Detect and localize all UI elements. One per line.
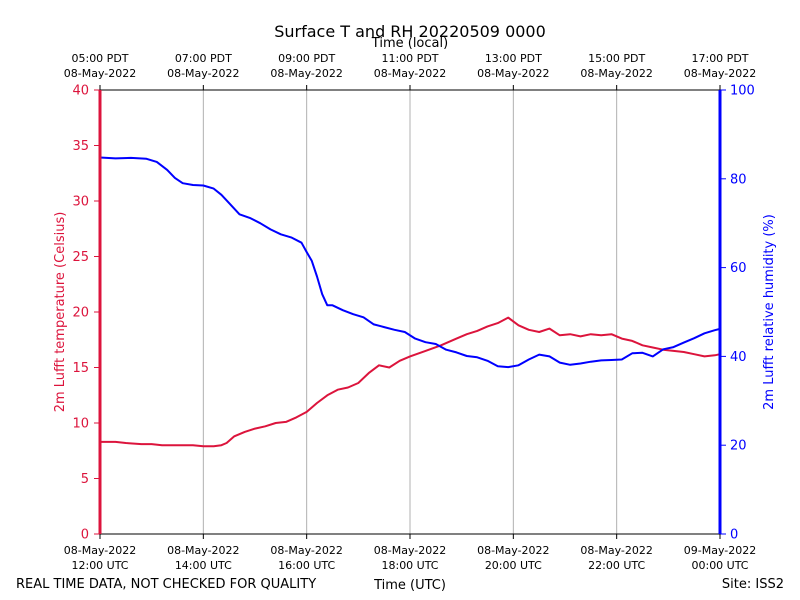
bottom-tick-date: 08-May-2022 bbox=[270, 544, 342, 557]
right-axis-label: 2m Lufft relative humidity (%) bbox=[762, 214, 777, 410]
top-axis-ticks: 05:00 PDT 08-May-2022 07:00 PDT 08-May-2022… bbox=[64, 52, 756, 90]
top-tick-date: 08-May-2022 bbox=[580, 67, 652, 80]
top-tick-date: 08-May-2022 bbox=[64, 67, 136, 80]
bottom-axis-ticks: 08-May-2022 12:00 UTC 08-May-2022 14:00 UTC… bbox=[64, 534, 756, 572]
bottom-tick-date: 08-May-2022 bbox=[374, 544, 446, 557]
top-tick-time: 15:00 PDT bbox=[588, 52, 645, 65]
left-tick-label: 5 bbox=[81, 472, 89, 487]
left-tick-label: 30 bbox=[72, 195, 89, 210]
top-tick-time: 11:00 PDT bbox=[381, 52, 438, 65]
right-tick-label: 20 bbox=[730, 439, 747, 454]
bottom-tick-date: 08-May-2022 bbox=[167, 544, 239, 557]
bottom-tick-time: 16:00 UTC bbox=[278, 559, 335, 572]
left-tick-label: 35 bbox=[72, 139, 89, 154]
top-tick-time: 09:00 PDT bbox=[278, 52, 335, 65]
footer-site: Site: ISS2 bbox=[722, 577, 784, 592]
bottom-tick-date: 09-May-2022 bbox=[684, 544, 756, 557]
left-tick-label: 40 bbox=[72, 84, 89, 99]
top-tick-date: 08-May-2022 bbox=[374, 67, 446, 80]
left-tick-label: 20 bbox=[72, 306, 89, 321]
top-tick-date: 08-May-2022 bbox=[684, 67, 756, 80]
top-tick-time: 07:00 PDT bbox=[175, 52, 232, 65]
chart-title: Surface T and RH 20220509 0000 bbox=[274, 22, 546, 41]
left-tick-label: 25 bbox=[72, 250, 89, 265]
top-tick-time: 17:00 PDT bbox=[691, 52, 748, 65]
left-tick-label: 10 bbox=[72, 417, 89, 432]
left-tick-label: 0 bbox=[81, 528, 89, 543]
bottom-tick-date: 08-May-2022 bbox=[477, 544, 549, 557]
x-axis-label: Time (UTC) bbox=[373, 578, 446, 593]
left-axis-ticks: 0 5 10 15 20 25 30 35 40 bbox=[72, 84, 100, 543]
left-tick-label: 15 bbox=[72, 361, 89, 376]
temperature-series-line bbox=[100, 316, 721, 448]
bottom-tick-time: 18:00 UTC bbox=[381, 559, 438, 572]
top-tick-time: 05:00 PDT bbox=[71, 52, 128, 65]
x-gridlines bbox=[202, 90, 618, 534]
humidity-series-line bbox=[99, 156, 721, 369]
top-tick-date: 08-May-2022 bbox=[167, 67, 239, 80]
top-tick-date: 08-May-2022 bbox=[270, 67, 342, 80]
top-axis-label: Time (local) bbox=[371, 36, 448, 51]
bottom-tick-time: 00:00 UTC bbox=[691, 559, 748, 572]
right-tick-label: 0 bbox=[730, 528, 738, 543]
left-axis-label: 2m Lufft temperature (Celsius) bbox=[53, 212, 68, 413]
bottom-tick-time: 22:00 UTC bbox=[588, 559, 645, 572]
footer-disclaimer: REAL TIME DATA, NOT CHECKED FOR QUALITY bbox=[16, 577, 316, 592]
bottom-tick-time: 12:00 UTC bbox=[71, 559, 128, 572]
right-tick-label: 60 bbox=[730, 261, 747, 276]
bottom-tick-date: 08-May-2022 bbox=[580, 544, 652, 557]
right-axis-ticks: 0 20 40 60 80 100 bbox=[720, 84, 755, 543]
right-tick-label: 100 bbox=[730, 84, 755, 99]
bottom-tick-time: 20:00 UTC bbox=[485, 559, 542, 572]
top-tick-date: 08-May-2022 bbox=[477, 67, 549, 80]
right-tick-label: 80 bbox=[730, 172, 747, 187]
bottom-tick-time: 14:00 UTC bbox=[175, 559, 232, 572]
bottom-tick-date: 08-May-2022 bbox=[64, 544, 136, 557]
top-tick-time: 13:00 PDT bbox=[485, 52, 542, 65]
right-tick-label: 40 bbox=[730, 350, 747, 365]
series-lines bbox=[99, 156, 721, 448]
